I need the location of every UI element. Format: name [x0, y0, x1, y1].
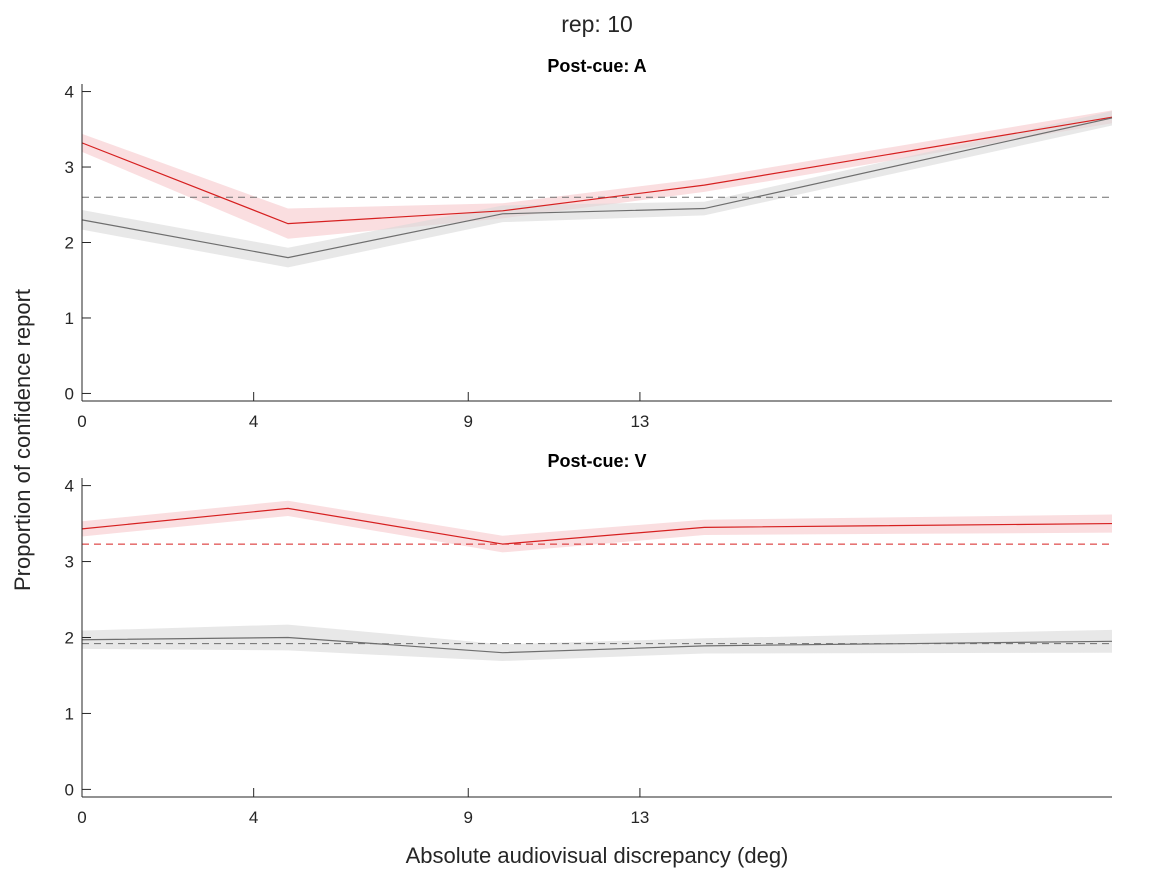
x-tick-label: 4	[249, 412, 258, 431]
y-tick-label: 3	[65, 158, 74, 177]
y-tick-label: 2	[65, 234, 74, 253]
y-tick-label: 4	[65, 83, 74, 102]
y-axis-label: Proportion of confidence report	[10, 289, 35, 591]
y-tick-label: 1	[65, 309, 74, 328]
series-line-gray	[81, 636, 1113, 654]
x-tick-label: 0	[77, 412, 86, 431]
series-line-red	[81, 507, 1113, 545]
x-tick-label: 9	[464, 808, 473, 827]
x-tick-label: 13	[630, 808, 649, 827]
x-tick-label: 4	[249, 808, 258, 827]
subplot-title: Post-cue: V	[547, 451, 646, 471]
error-band-red	[82, 500, 1112, 553]
x-tick-label: 9	[464, 412, 473, 431]
y-tick-label: 2	[65, 629, 74, 648]
subplot-post-cue-a: Post-cue: A 0 1 2 3 4 0 4 9 13	[65, 56, 1113, 431]
error-band-red	[82, 110, 1112, 239]
series-line-red	[81, 116, 1113, 225]
x-axis-label: Absolute audiovisual discrepancy (deg)	[406, 843, 789, 868]
error-band-gray	[82, 624, 1112, 662]
x-tick-label: 13	[630, 412, 649, 431]
subplot-title: Post-cue: A	[547, 56, 646, 76]
y-tick-label: 0	[65, 780, 74, 799]
figure-suptitle: rep: 10	[561, 11, 633, 37]
y-tick-label: 1	[65, 704, 74, 723]
x-tick-label: 0	[77, 808, 86, 827]
y-tick-label: 3	[65, 553, 74, 572]
subplot-post-cue-v: Post-cue: V 0 1 2 3 4 0 4 9 13	[65, 451, 1113, 827]
y-tick-label: 4	[65, 477, 74, 496]
y-tick-label: 0	[65, 384, 74, 403]
error-band-gray	[82, 111, 1112, 268]
series-line-gray	[81, 117, 1113, 259]
